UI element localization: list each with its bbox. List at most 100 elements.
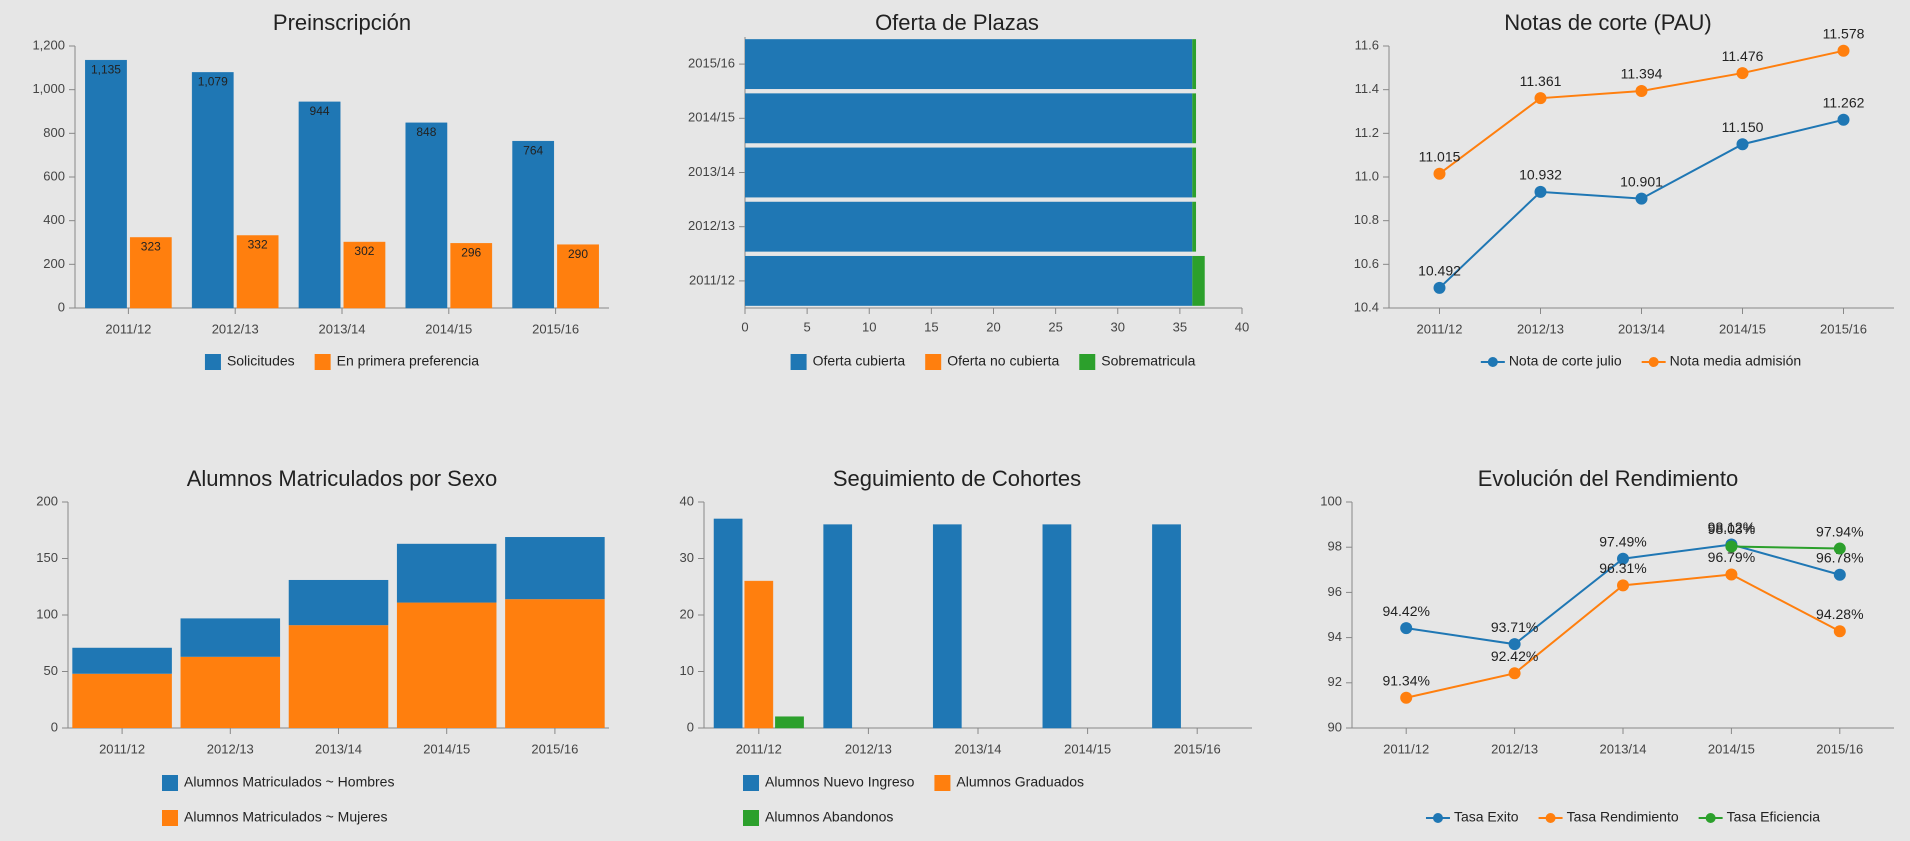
y-tick-label: 400 bbox=[43, 212, 65, 227]
y-tick-label: 10 bbox=[680, 663, 694, 678]
marker bbox=[1534, 185, 1547, 198]
bar bbox=[1192, 93, 1197, 144]
chart-title: Notas de corte (PAU) bbox=[1504, 10, 1711, 35]
bar bbox=[288, 579, 389, 626]
bar bbox=[823, 524, 853, 729]
bar bbox=[1152, 524, 1181, 729]
y-tick-label: 2011/12 bbox=[689, 272, 735, 287]
data-label: 1,079 bbox=[198, 75, 228, 89]
legend-swatch bbox=[314, 354, 331, 370]
y-tick-label: 100 bbox=[36, 606, 58, 621]
data-label: 848 bbox=[416, 125, 436, 139]
x-tick-label: 2015/16 bbox=[1816, 741, 1863, 756]
legend-label: Alumnos Graduados bbox=[956, 774, 1084, 790]
data-label: 96.78% bbox=[1816, 549, 1863, 565]
bar bbox=[745, 255, 1193, 306]
bar bbox=[1192, 255, 1205, 306]
data-label: 10.932 bbox=[1519, 167, 1562, 183]
x-tick-label: 30 bbox=[1111, 319, 1125, 334]
legend-swatch bbox=[790, 354, 807, 370]
y-tick-label: 96 bbox=[1328, 584, 1342, 599]
legend-swatch bbox=[1079, 354, 1096, 370]
y-tick-label: 2014/15 bbox=[688, 110, 735, 125]
bar bbox=[236, 235, 279, 309]
x-tick-label: 20 bbox=[986, 319, 1000, 334]
marker bbox=[1736, 67, 1749, 80]
data-label: 11.262 bbox=[1823, 94, 1865, 110]
marker bbox=[1833, 568, 1846, 581]
y-tick-label: 11.4 bbox=[1355, 81, 1379, 96]
marker bbox=[1833, 542, 1846, 555]
x-tick-label: 25 bbox=[1048, 319, 1062, 334]
x-tick-label: 2012/13 bbox=[1517, 321, 1564, 336]
data-label: 1,135 bbox=[91, 62, 121, 76]
chart-title: Evolución del Rendimiento bbox=[1478, 466, 1739, 491]
y-tick-label: 800 bbox=[43, 125, 65, 140]
marker bbox=[1617, 552, 1629, 565]
marker bbox=[1400, 691, 1413, 704]
marker bbox=[1508, 667, 1521, 680]
bar bbox=[745, 39, 1193, 90]
marker bbox=[1725, 540, 1738, 553]
bar bbox=[396, 543, 497, 603]
x-tick-label: 2013/14 bbox=[319, 321, 366, 336]
data-label: 11.361 bbox=[1520, 73, 1562, 89]
marker bbox=[1534, 92, 1547, 105]
bar bbox=[396, 602, 497, 728]
data-label: 98.03% bbox=[1708, 521, 1755, 537]
legend-marker bbox=[1648, 357, 1659, 367]
data-label: 11.150 bbox=[1722, 119, 1764, 135]
marker bbox=[1433, 281, 1446, 294]
legend-marker bbox=[1705, 813, 1716, 823]
legend-label: Tasa Rendimiento bbox=[1567, 809, 1679, 825]
legend-label: Alumnos Matriculados ~ Mujeres bbox=[184, 809, 387, 825]
marker bbox=[1508, 638, 1521, 651]
bar bbox=[505, 537, 605, 600]
bar bbox=[405, 122, 448, 309]
legend-label: Oferta no cubierta bbox=[947, 353, 1059, 369]
legend-label: Solicitudes bbox=[227, 353, 295, 369]
y-tick-label: 92 bbox=[1328, 674, 1342, 689]
y-tick-label: 0 bbox=[58, 299, 65, 314]
x-tick-label: 2013/14 bbox=[955, 741, 1002, 756]
bar bbox=[288, 625, 389, 728]
data-label: 290 bbox=[568, 247, 588, 261]
x-tick-label: 2012/13 bbox=[207, 741, 254, 756]
chart-title: Seguimiento de Cohortes bbox=[833, 466, 1081, 491]
bar bbox=[932, 524, 962, 729]
bar bbox=[191, 72, 234, 309]
bar bbox=[745, 147, 1193, 198]
bar bbox=[85, 59, 127, 309]
x-tick-label: 2012/13 bbox=[845, 741, 892, 756]
y-tick-label: 40 bbox=[680, 493, 694, 508]
x-tick-label: 2014/15 bbox=[1719, 321, 1766, 336]
y-tick-label: 11.2 bbox=[1355, 125, 1379, 140]
marker bbox=[1635, 192, 1648, 205]
x-tick-label: 10 bbox=[862, 319, 876, 334]
y-tick-label: 100 bbox=[1320, 493, 1342, 508]
bar bbox=[744, 580, 774, 729]
legend-label: En primera preferencia bbox=[337, 353, 480, 369]
bar bbox=[745, 93, 1193, 144]
data-label: 302 bbox=[354, 244, 374, 258]
legend-label: Nota de corte julio bbox=[1509, 353, 1622, 369]
y-tick-label: 94 bbox=[1328, 629, 1342, 644]
legend-marker bbox=[1545, 813, 1556, 823]
marker bbox=[1837, 113, 1850, 126]
data-label: 91.34% bbox=[1382, 672, 1429, 688]
x-tick-label: 35 bbox=[1173, 319, 1187, 334]
x-tick-label: 2011/12 bbox=[736, 741, 782, 756]
x-tick-label: 5 bbox=[804, 319, 811, 334]
x-tick-label: 2013/14 bbox=[1618, 321, 1665, 336]
data-label: 92.42% bbox=[1491, 648, 1538, 664]
legend-label: Alumnos Matriculados ~ Hombres bbox=[184, 774, 394, 790]
y-tick-label: 0 bbox=[51, 719, 58, 734]
bar bbox=[129, 237, 172, 309]
legend-label: Nota media admisión bbox=[1670, 353, 1802, 369]
x-tick-label: 2014/15 bbox=[1708, 741, 1755, 756]
data-label: 764 bbox=[523, 143, 543, 157]
chart-title: Oferta de Plazas bbox=[875, 10, 1039, 35]
y-tick-label: 11.6 bbox=[1355, 37, 1379, 52]
x-tick-label: 2014/15 bbox=[1064, 741, 1111, 756]
